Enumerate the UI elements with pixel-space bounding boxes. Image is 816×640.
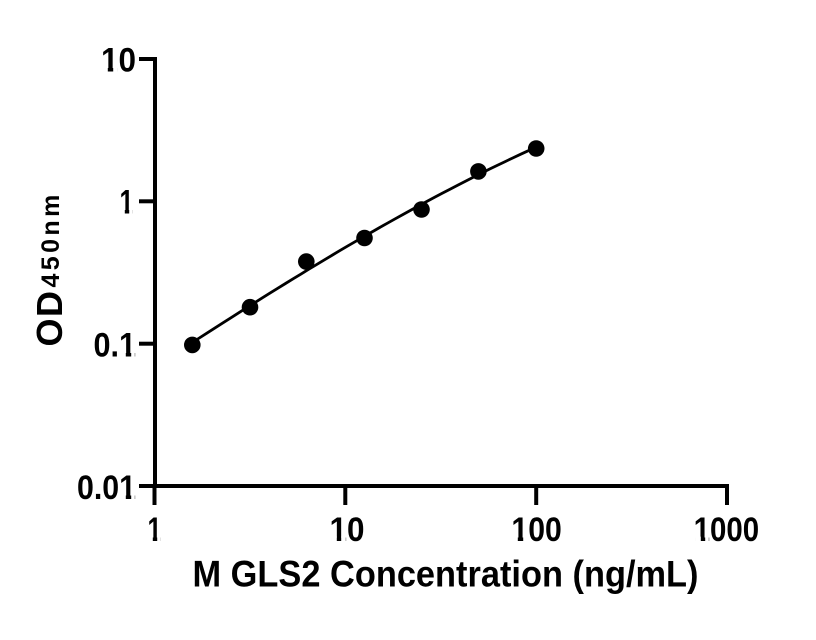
svg-text:0.01: 0.01 [77, 469, 136, 507]
svg-text:1000: 1000 [694, 511, 760, 549]
svg-text:10: 10 [101, 42, 136, 80]
svg-text:1: 1 [120, 184, 134, 222]
svg-text:M GLS2 Concentration (ng/mL): M GLS2 Concentration (ng/mL) [193, 554, 699, 595]
svg-text:1: 1 [148, 511, 162, 549]
svg-text:100: 100 [511, 511, 561, 549]
svg-text:10: 10 [330, 511, 365, 549]
svg-text:0.1: 0.1 [94, 327, 137, 365]
svg-text:OD450nm: OD450nm [29, 191, 70, 346]
